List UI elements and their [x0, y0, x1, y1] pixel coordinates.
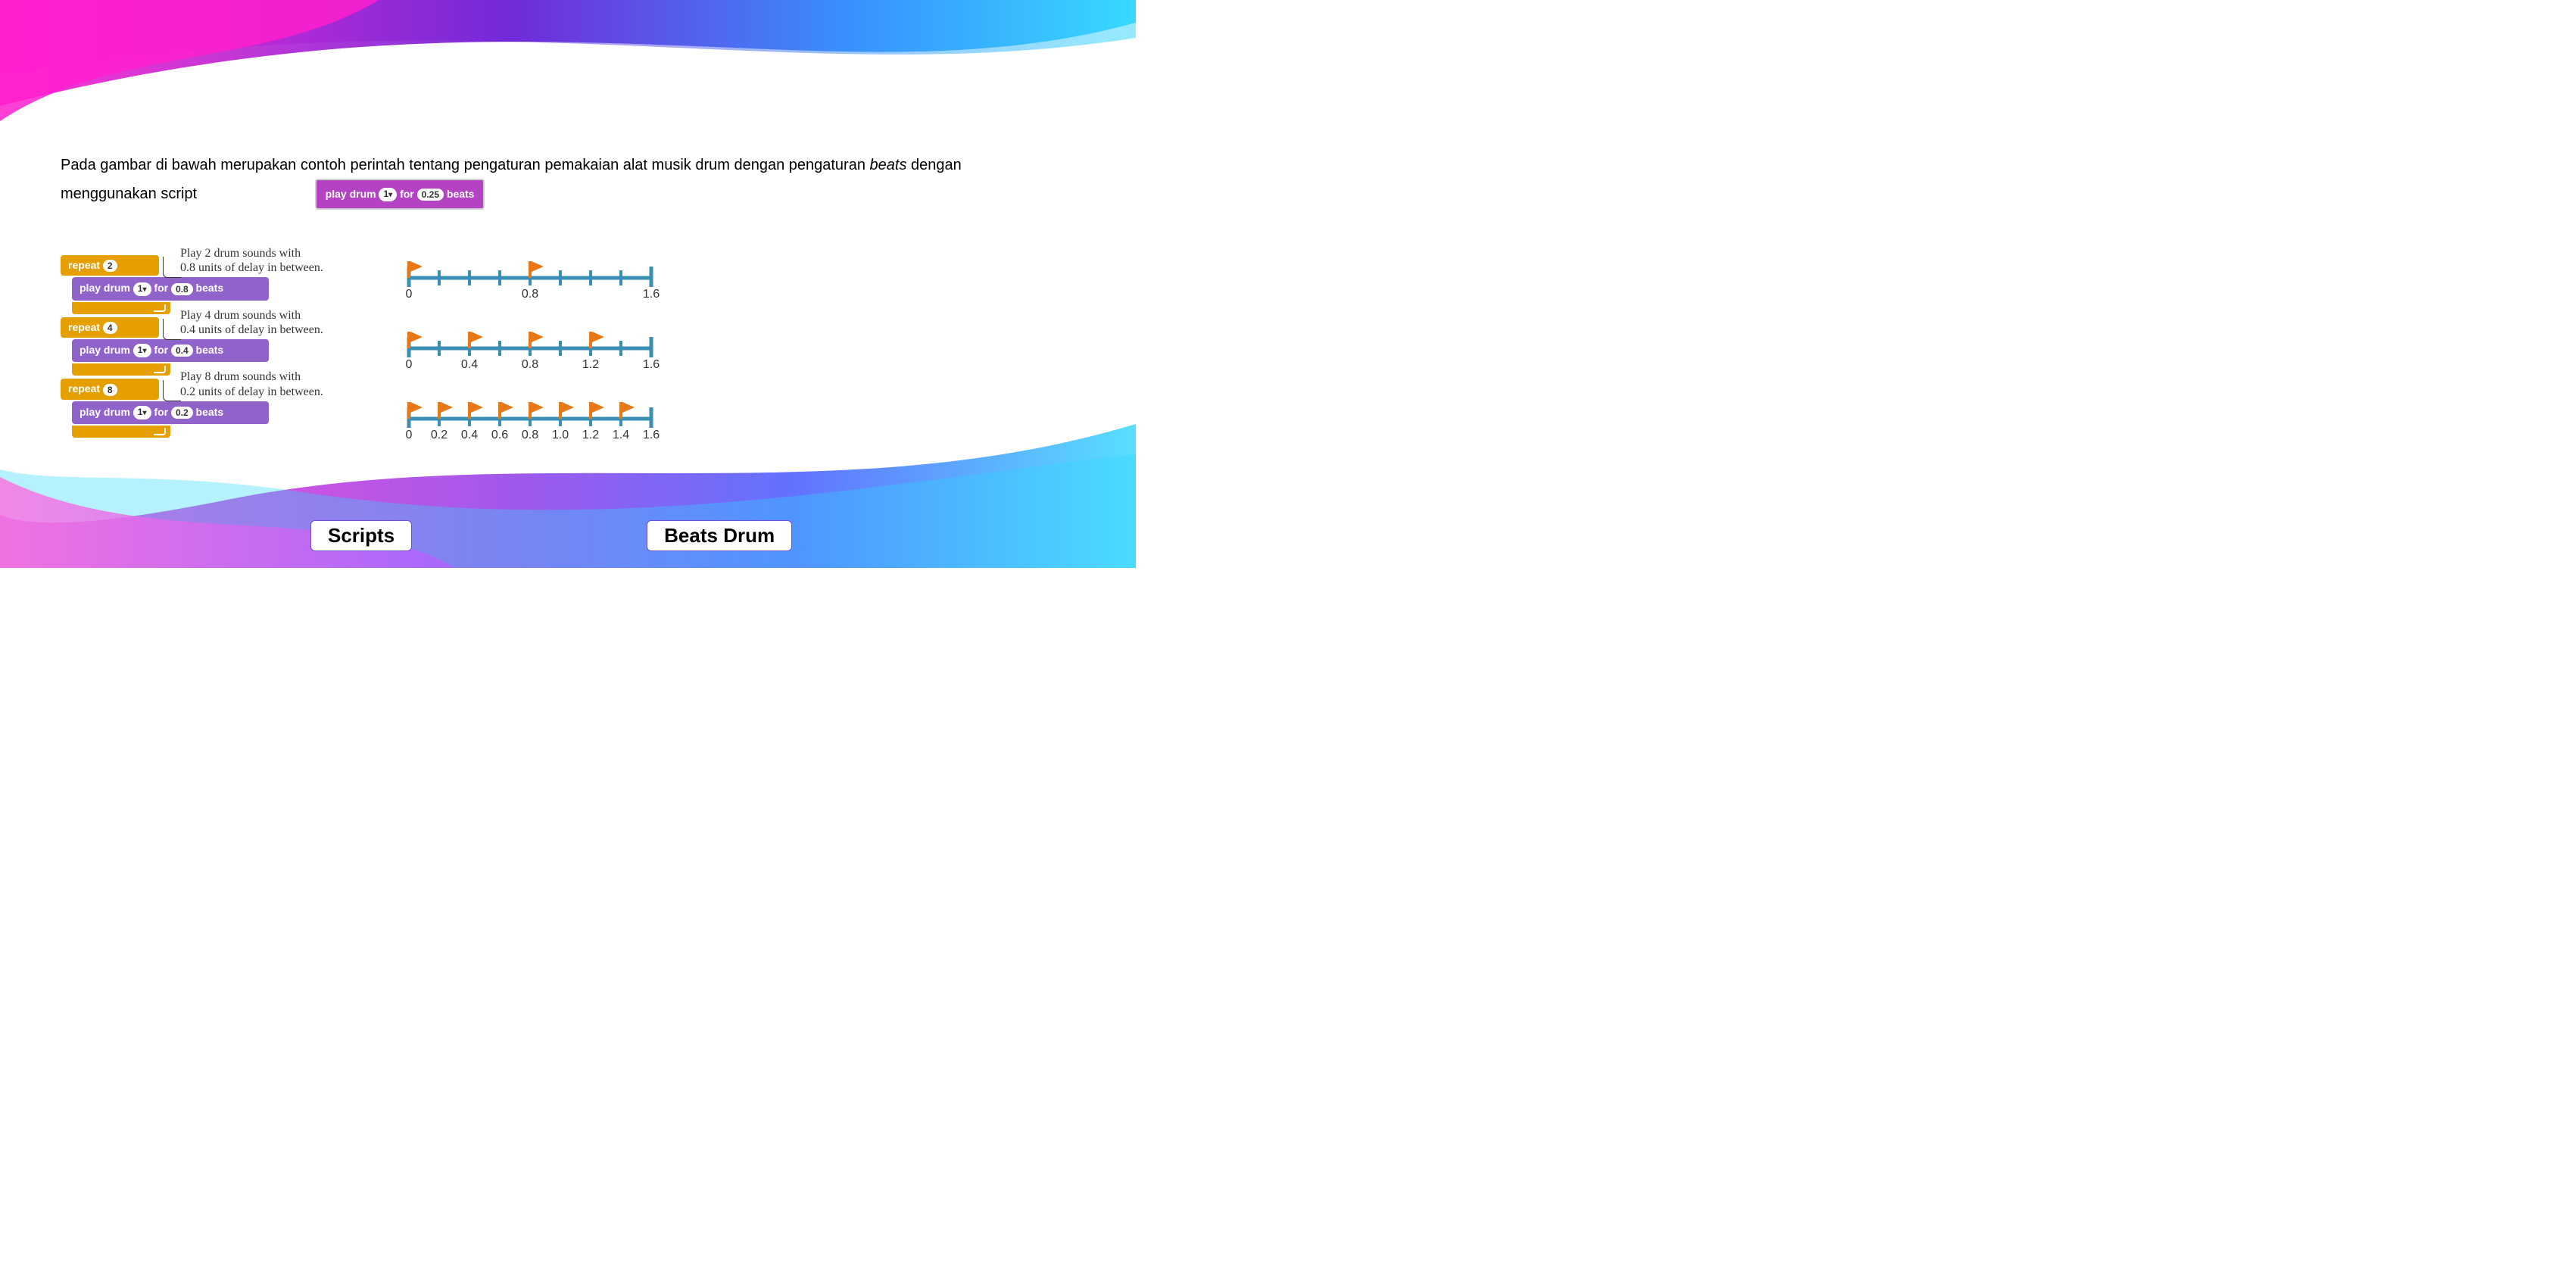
beats-input: 0.25 [417, 189, 444, 201]
svg-text:0: 0 [406, 358, 413, 371]
desc-italic: beats [870, 157, 907, 173]
scripts-label-box: Scripts [310, 520, 412, 551]
decorative-wave-top [0, 0, 1136, 121]
desc-part1b: dengan [906, 157, 961, 173]
repeat-block: repeat 8 [61, 379, 159, 399]
svg-text:0.4: 0.4 [461, 358, 478, 371]
beats-label: beats [447, 188, 475, 200]
play-drum-block-inline: play drum 1▾ for 0.25 beats [315, 179, 485, 210]
timelines-column: 0 0.8 1.6 0 0.4 0.8 1.2 1.6 0 0.2 0.4 0.6 0.8 1.0 1.2 1… [401, 255, 674, 466]
svg-text:0: 0 [406, 288, 413, 301]
timeline: 0 0.4 0.8 1.2 1.6 [401, 326, 674, 375]
svg-text:0: 0 [406, 429, 413, 441]
timeline: 0 0.8 1.6 [401, 255, 674, 304]
svg-text:0.8: 0.8 [522, 429, 538, 441]
play-drum-block: play drum 1▾ for 0.4 beats [72, 339, 269, 362]
drum-dropdown: 1▾ [379, 188, 397, 201]
script-group: Play 4 drum sounds with0.4 units of dela… [61, 317, 379, 376]
svg-text:1.0: 1.0 [552, 429, 569, 441]
content-area: Pada gambar di bawah merupakan contoh pe… [61, 151, 1075, 466]
play-drum-block: play drum 1▾ for 0.8 beats [72, 277, 269, 300]
annotation-text: Play 4 drum sounds with0.4 units of dela… [180, 308, 377, 337]
svg-text:0.6: 0.6 [491, 429, 508, 441]
script-group: Play 8 drum sounds with0.2 units of dela… [61, 379, 379, 438]
timeline-svg: 0 0.8 1.6 [401, 255, 666, 301]
desc-part2: menggunakan script [61, 186, 197, 202]
timeline-svg: 0 0.2 0.4 0.6 0.8 1.0 1.2 1.4 1.6 [401, 396, 666, 441]
play-label: play drum [326, 188, 379, 200]
svg-text:0.2: 0.2 [431, 429, 448, 441]
loop-footer [72, 363, 170, 376]
svg-text:1.4: 1.4 [613, 429, 629, 441]
description-text: Pada gambar di bawah merupakan contoh pe… [61, 151, 1075, 210]
svg-text:1.6: 1.6 [643, 429, 660, 441]
loop-footer [72, 426, 170, 438]
svg-text:0.8: 0.8 [522, 358, 538, 371]
bottom-labels: Scripts Beats Drum [310, 520, 792, 551]
svg-text:1.6: 1.6 [643, 358, 660, 371]
svg-text:0.4: 0.4 [461, 429, 478, 441]
for-label: for [400, 188, 417, 200]
svg-text:1.6: 1.6 [643, 288, 660, 301]
svg-text:1.2: 1.2 [582, 429, 599, 441]
beats-drum-label-box: Beats Drum [647, 520, 792, 551]
diagram-row: Play 2 drum sounds with0.8 units of dela… [61, 255, 1075, 466]
play-drum-block: play drum 1▾ for 0.2 beats [72, 401, 269, 424]
timeline: 0 0.2 0.4 0.6 0.8 1.0 1.2 1.4 1.6 [401, 396, 674, 445]
annotation-text: Play 2 drum sounds with0.8 units of dela… [180, 246, 377, 275]
desc-part1: Pada gambar di bawah merupakan contoh pe… [61, 157, 870, 173]
loop-footer [72, 302, 170, 314]
repeat-block: repeat 2 [61, 255, 159, 276]
annotation-text: Play 8 drum sounds with0.2 units of dela… [180, 370, 377, 398]
scripts-column: Play 2 drum sounds with0.8 units of dela… [61, 255, 379, 441]
timeline-svg: 0 0.4 0.8 1.2 1.6 [401, 326, 666, 371]
script-group: Play 2 drum sounds with0.8 units of dela… [61, 255, 379, 314]
svg-text:0.8: 0.8 [522, 288, 538, 301]
svg-text:1.2: 1.2 [582, 358, 599, 371]
repeat-block: repeat 4 [61, 317, 159, 338]
